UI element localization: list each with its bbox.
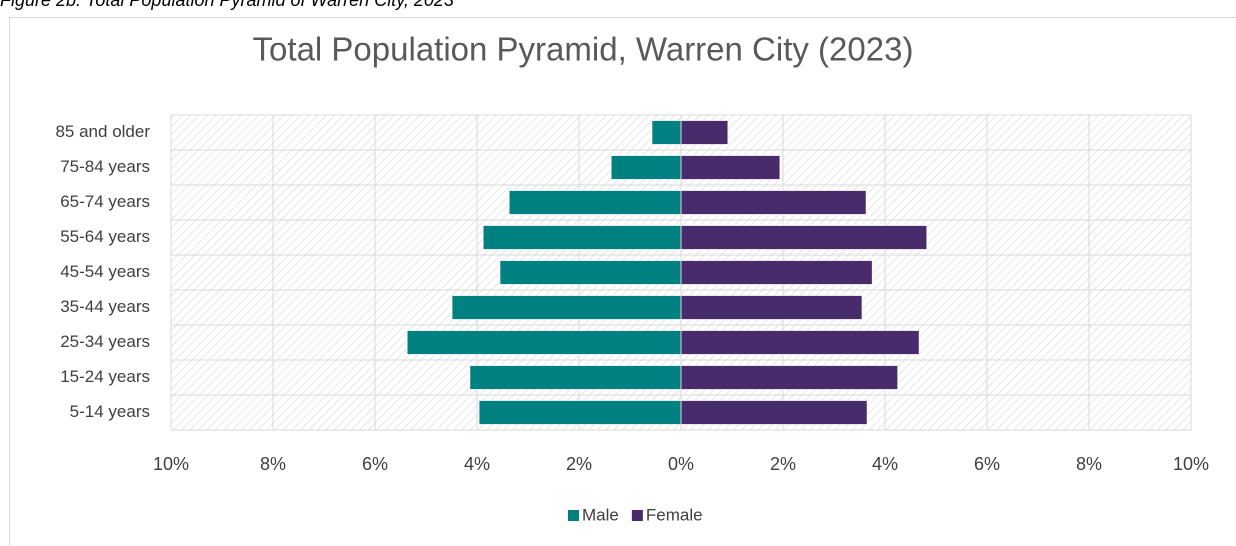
y-tick-label: 5-14 years [70,402,150,421]
x-tick-label: 6% [974,454,1000,474]
bar [680,120,729,145]
y-tick-label: 65-74 years [60,192,150,211]
bar [680,260,873,285]
y-tick-label: 55-64 years [60,227,150,246]
y-tick-label: 75-84 years [60,157,150,176]
x-tick-label: 8% [1076,454,1102,474]
x-tick-label: 4% [872,454,898,474]
bar [406,330,682,355]
x-tick-label: 10% [1173,454,1209,474]
caption: Figure 2b: Total Population Pyramid of W… [0,0,454,10]
x-tick-label: 2% [770,454,796,474]
bar [680,295,863,320]
bar [499,260,682,285]
bar [478,400,682,425]
y-tick-label: 45-54 years [60,262,150,281]
x-tick-label: 10% [153,454,189,474]
bar [508,190,682,215]
y-tick-label: 15-24 years [60,367,150,386]
bar [482,225,682,250]
x-tick-label: 6% [362,454,388,474]
legend-swatch [631,510,643,521]
x-tick-label: 4% [464,454,490,474]
bar [651,120,682,145]
x-tick-label: 8% [260,454,286,474]
bar [610,155,682,180]
bar [680,190,867,215]
bar [680,365,899,390]
bar [680,400,868,425]
chart-title: Total Population Pyramid, Warren City (2… [253,31,914,68]
y-tick-label: 85 and older [55,122,150,141]
x-tick-label: 0% [668,454,694,474]
bar [469,365,682,390]
legend-swatch [568,510,579,521]
y-tick-label: 35-44 years [60,297,150,316]
bar [680,330,920,355]
chart-frame [9,17,1236,546]
bar [680,155,781,180]
bar [680,225,928,250]
legend-label: Female [646,505,703,524]
bar [451,295,682,320]
x-tick-label: 2% [566,454,592,474]
y-tick-label: 25-34 years [60,332,150,351]
legend-label: Male [582,505,619,524]
